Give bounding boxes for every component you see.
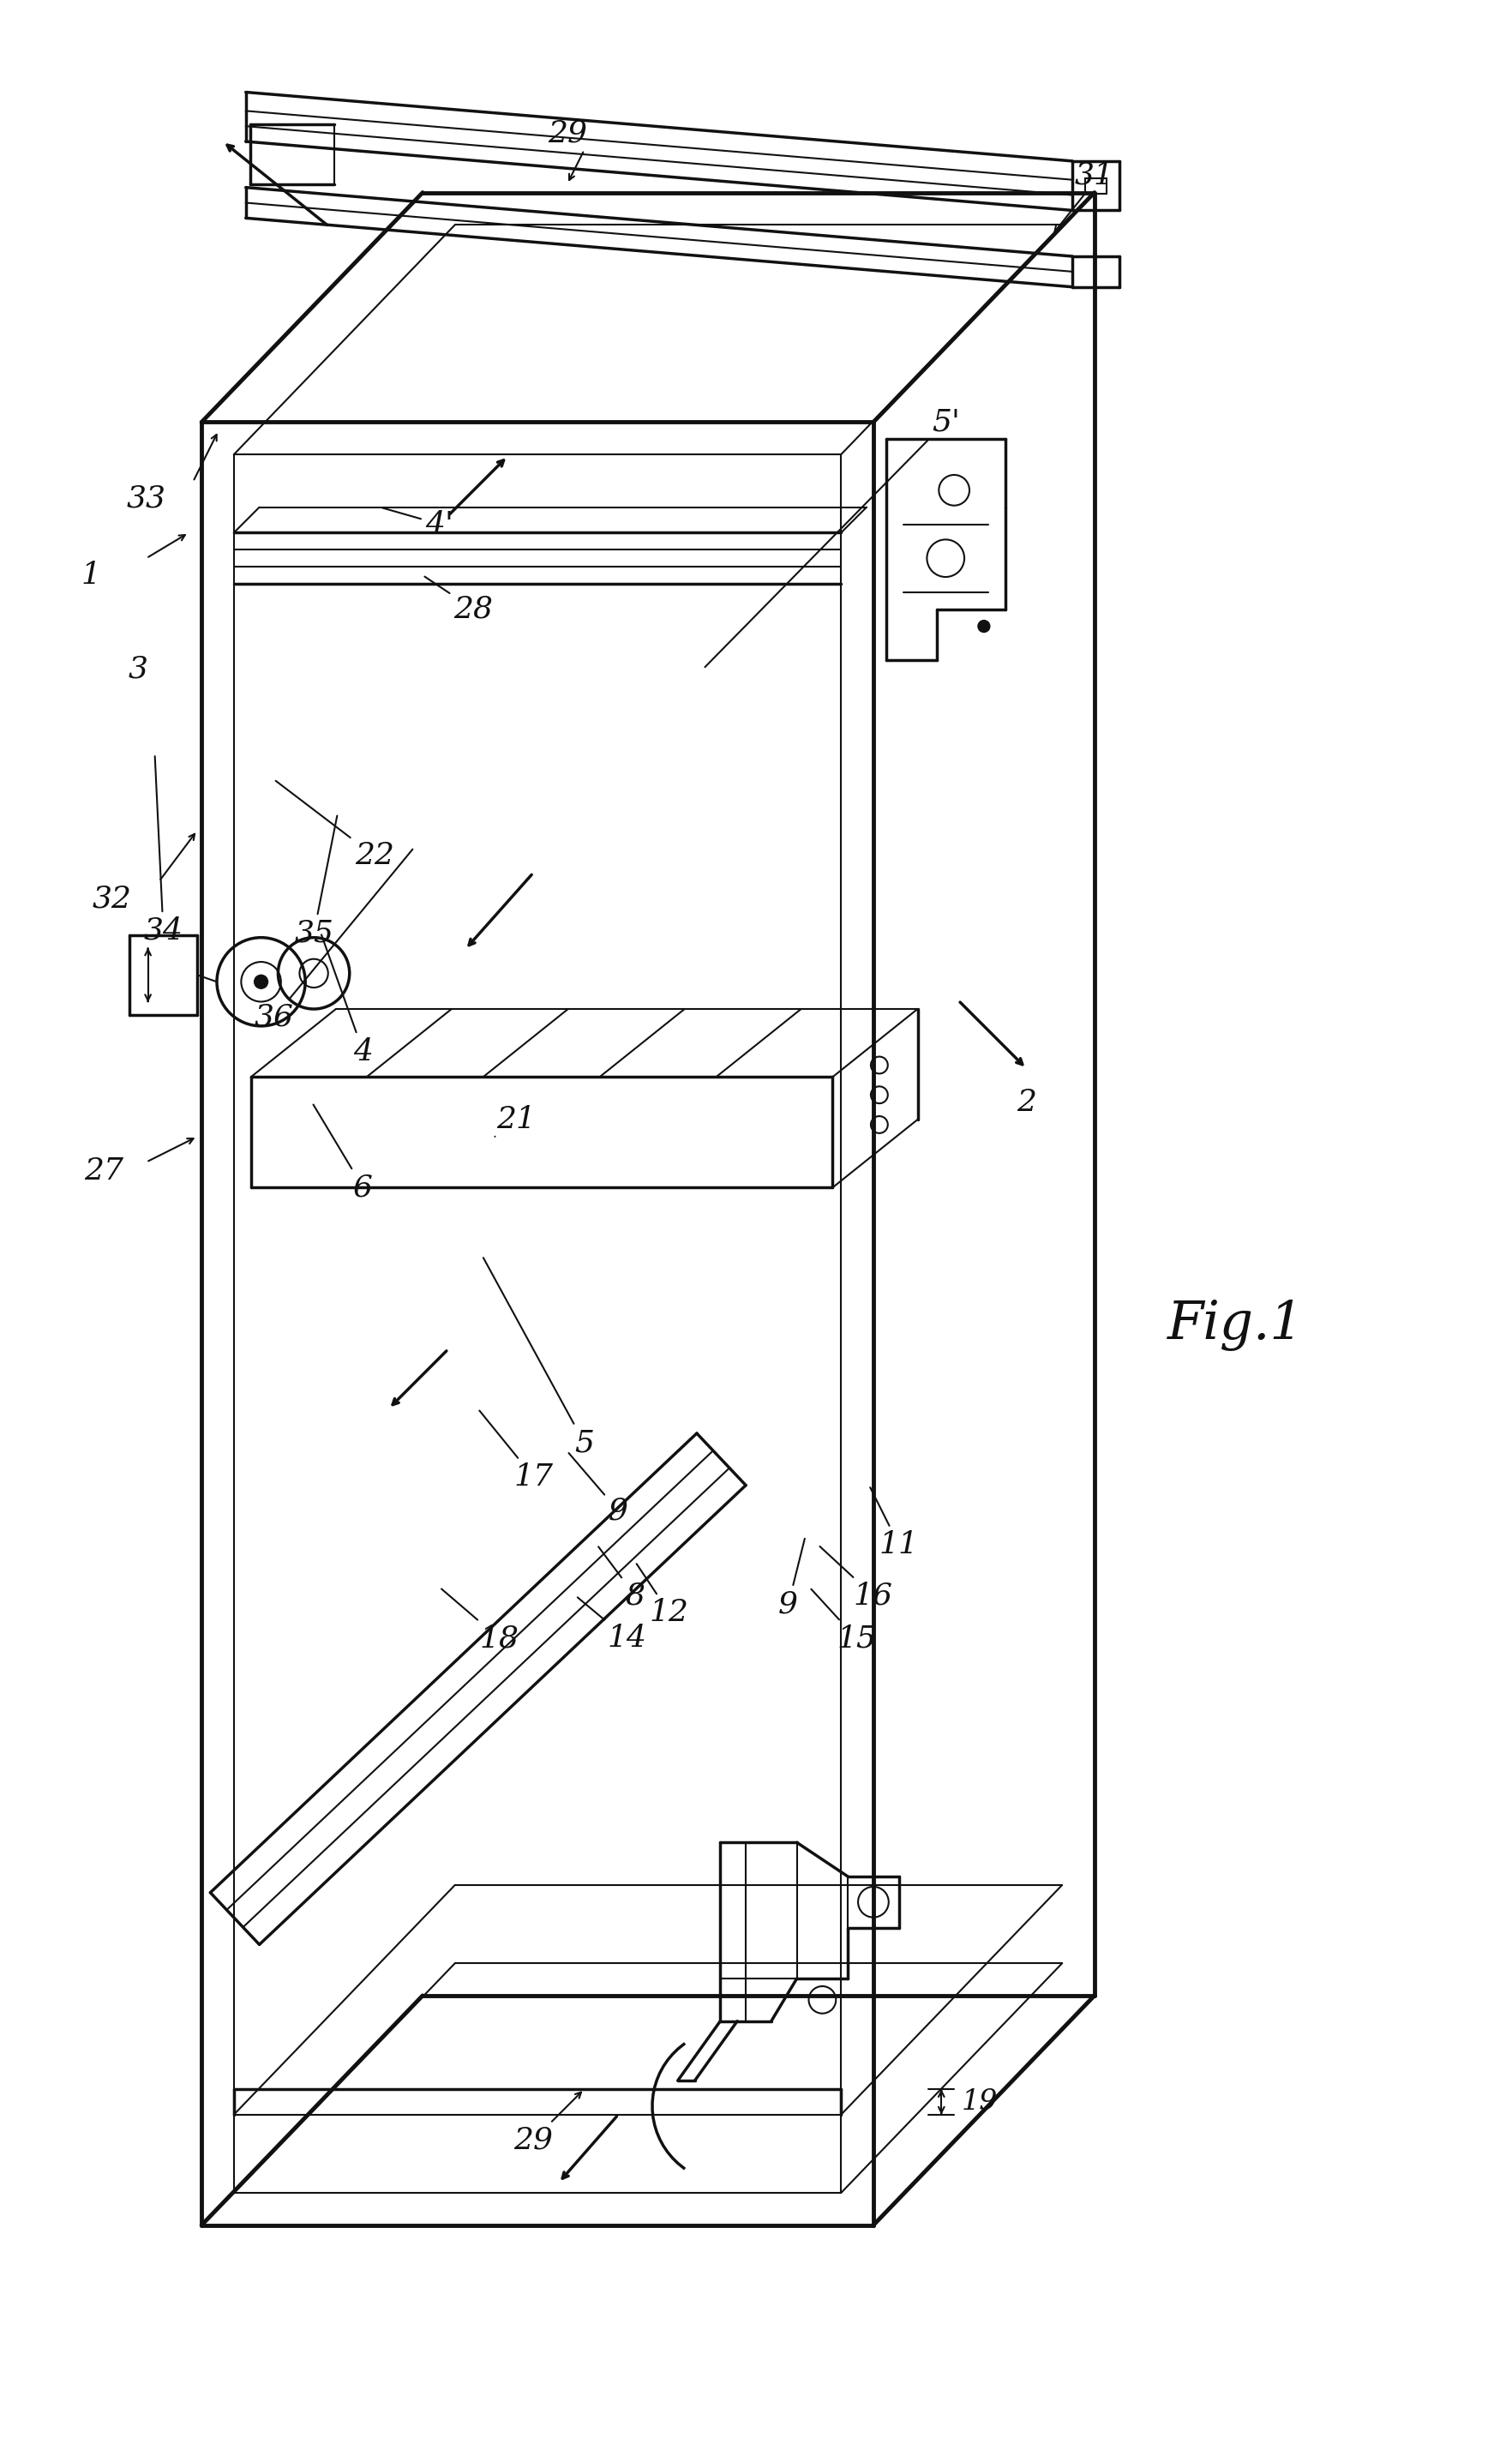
- Text: 15: 15: [810, 1589, 875, 1653]
- Text: 3: 3: [129, 653, 148, 683]
- Text: 36: 36: [254, 850, 413, 1032]
- Text: 6: 6: [313, 1105, 373, 1201]
- Text: 21: 21: [494, 1105, 535, 1137]
- Text: 1: 1: [82, 560, 101, 589]
- Text: 32: 32: [92, 884, 132, 914]
- Text: 33: 33: [127, 484, 166, 513]
- Text: 29: 29: [547, 118, 587, 147]
- Text: 9: 9: [779, 1537, 804, 1619]
- Text: 28: 28: [425, 577, 493, 624]
- Circle shape: [978, 621, 990, 631]
- Text: 31: 31: [1075, 162, 1114, 189]
- Text: 35: 35: [293, 815, 337, 948]
- Text: 22: 22: [275, 781, 395, 869]
- Text: 9: 9: [569, 1454, 627, 1525]
- Text: 8: 8: [599, 1547, 646, 1611]
- Text: 12: 12: [637, 1564, 689, 1628]
- Text: 34: 34: [144, 756, 183, 946]
- Text: 4': 4': [383, 508, 454, 538]
- Circle shape: [254, 975, 268, 990]
- Text: 5: 5: [484, 1257, 594, 1456]
- Text: 14: 14: [578, 1596, 647, 1653]
- Text: Fig.1: Fig.1: [1167, 1299, 1305, 1351]
- Text: 4: 4: [322, 936, 373, 1066]
- Text: 5': 5': [705, 408, 960, 668]
- Text: 11: 11: [871, 1488, 919, 1560]
- Text: 16: 16: [820, 1547, 894, 1611]
- Text: 18: 18: [442, 1589, 519, 1653]
- Text: 2: 2: [1016, 1088, 1036, 1117]
- Text: 27: 27: [85, 1157, 124, 1186]
- Text: 17: 17: [479, 1410, 553, 1491]
- Text: 19: 19: [962, 2088, 998, 2115]
- Text: 29: 29: [514, 2124, 553, 2154]
